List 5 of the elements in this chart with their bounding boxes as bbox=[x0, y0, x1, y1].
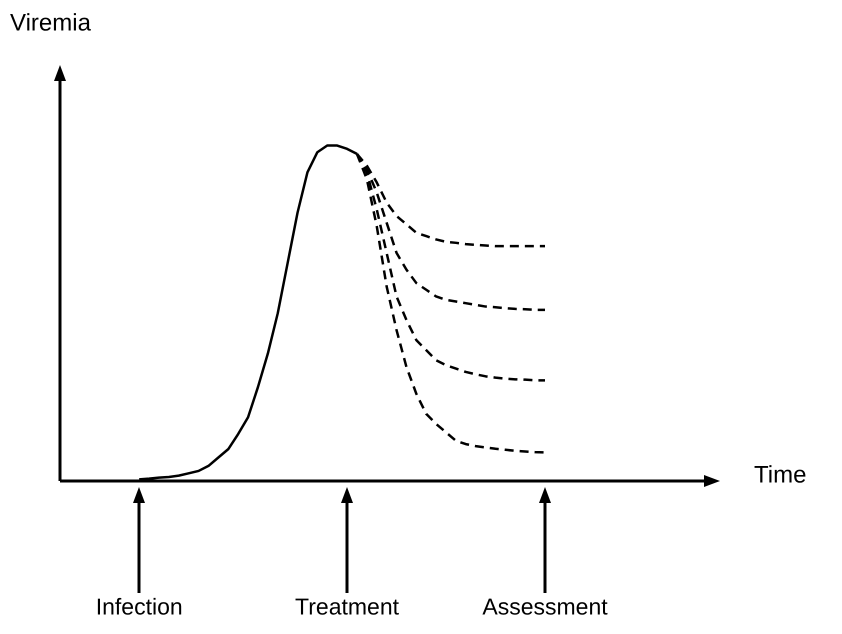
x-tick-label: Treatment bbox=[295, 593, 400, 620]
text: Time bbox=[754, 462, 806, 489]
y-axis-title: Viremia bbox=[10, 10, 92, 37]
x-tick-label: Infection bbox=[96, 593, 183, 620]
x-tick-label: Assessment bbox=[482, 593, 608, 620]
